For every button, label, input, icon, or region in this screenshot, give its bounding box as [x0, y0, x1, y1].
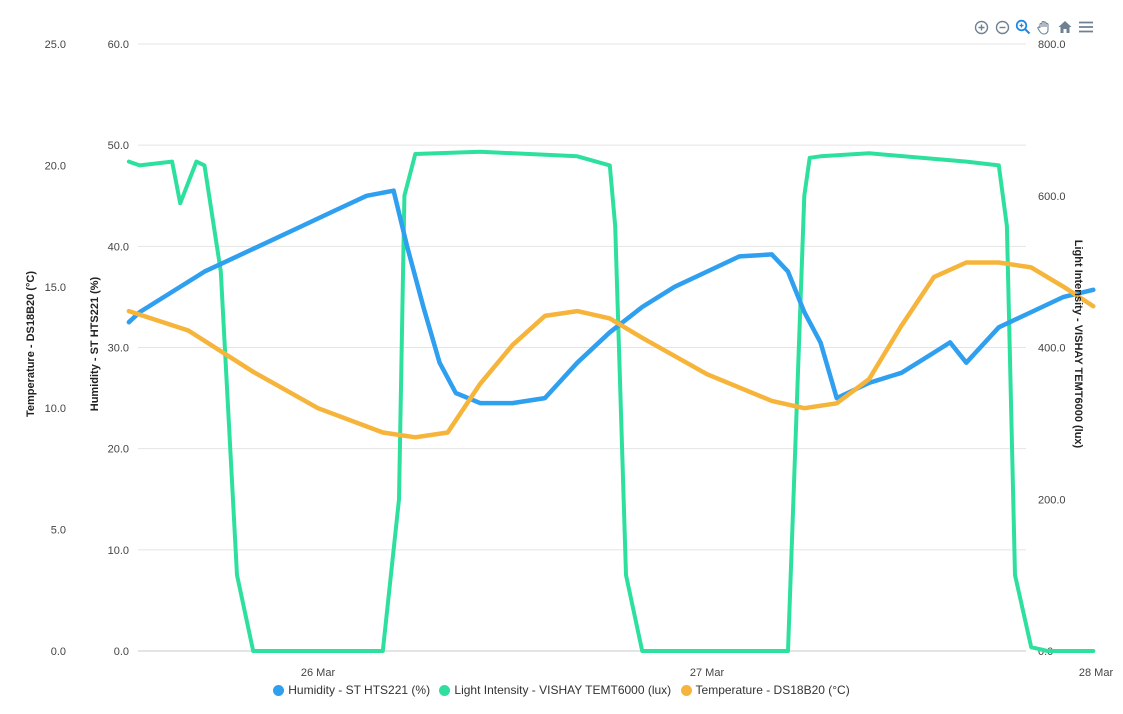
- series-line-humidity: [126, 188, 1096, 406]
- humidity-tick-label: 40.0: [108, 241, 129, 253]
- legend-label-light: Light Intensity - VISHAY TEMT6000 (lux): [454, 683, 672, 697]
- menu-icon[interactable]: [1077, 18, 1095, 36]
- temperature-tick-label: 25.0: [45, 39, 66, 51]
- light-tick-label: 400.0: [1038, 343, 1066, 355]
- humidity-tick-label: 20.0: [108, 444, 129, 456]
- chart-toolbar: [972, 18, 1095, 36]
- x-tick-label: 26 Mar: [301, 667, 336, 679]
- light-axis-title: Light Intensity - VISHAY TEMT6000 (lux): [1072, 240, 1084, 449]
- x-tick-label: 27 Mar: [690, 667, 725, 679]
- temperature-axis-title: Temperature - DS18B20 (°C): [25, 271, 37, 417]
- legend-marker-humidity: [273, 684, 285, 696]
- chart-legend: Humidity - ST HTS221 (%) Light Intensity…: [0, 683, 1123, 699]
- humidity-tick-label: 50.0: [108, 140, 129, 152]
- zoom-out-icon[interactable]: [993, 18, 1011, 36]
- temperature-tick-label: 20.0: [45, 160, 66, 172]
- legend-marker-temperature: [680, 684, 692, 696]
- light-tick-label: 200.0: [1038, 494, 1066, 506]
- selection-zoom-icon[interactable]: [1014, 18, 1032, 36]
- series-line-light: [126, 149, 1096, 653]
- humidity-axis-title: Humidity - ST HTS221 (%): [89, 276, 101, 411]
- humidity-tick-label: 30.0: [108, 343, 129, 355]
- gridlines: [138, 43, 1026, 652]
- legend-marker-light: [439, 684, 451, 696]
- legend-label-temperature: Temperature - DS18B20 (°C): [695, 683, 850, 697]
- legend-item-light[interactable]: Light Intensity - VISHAY TEMT6000 (lux): [439, 683, 671, 697]
- humidity-tick-label: 60.0: [108, 39, 129, 51]
- x-tick-label: 28 Mar: [1079, 667, 1114, 679]
- axes: 0.0 10.0 20.0 30.0 40.0 50.0 60.0 0.0 5.0 10.0 15.…: [45, 39, 1114, 679]
- humidity-tick-label: 10.0: [108, 545, 129, 557]
- zoom-in-icon[interactable]: [972, 18, 990, 36]
- temperature-tick-label: 0.0: [51, 646, 66, 658]
- humidity-tick-label: 0.0: [114, 646, 129, 658]
- light-tick-label: 600.0: [1038, 191, 1066, 203]
- light-tick-label: 800.0: [1038, 39, 1066, 51]
- pan-icon[interactable]: [1035, 18, 1053, 36]
- legend-item-temperature[interactable]: Temperature - DS18B20 (°C): [680, 683, 850, 697]
- series-line-temperature: [126, 260, 1096, 440]
- series-lines: [126, 149, 1096, 653]
- legend-item-humidity[interactable]: Humidity - ST HTS221 (%): [273, 683, 430, 697]
- legend-label-humidity: Humidity - ST HTS221 (%): [288, 683, 431, 697]
- temperature-tick-label: 10.0: [45, 403, 66, 415]
- temperature-tick-label: 5.0: [51, 525, 66, 537]
- temperature-tick-label: 15.0: [45, 282, 66, 294]
- home-icon[interactable]: [1056, 18, 1074, 36]
